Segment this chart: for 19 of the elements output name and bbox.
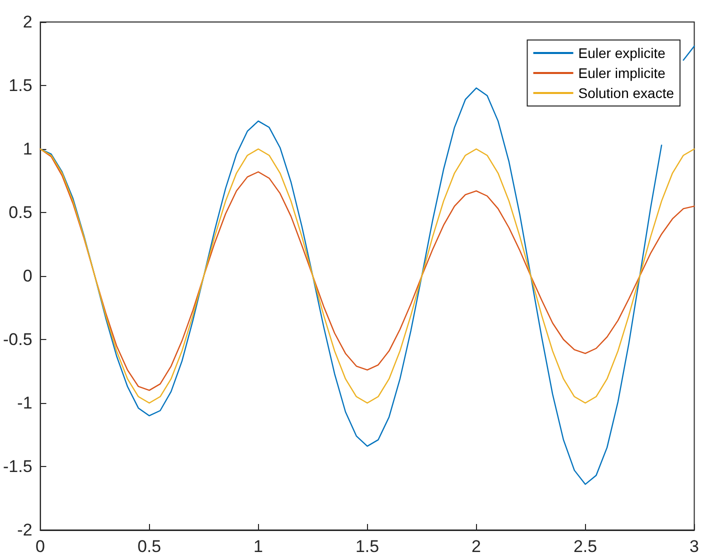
legend-label: Solution exacte xyxy=(578,85,674,101)
x-tick-label: 0 xyxy=(36,537,46,556)
x-tick-label: 2.5 xyxy=(573,537,598,556)
x-tick-label: 1.5 xyxy=(355,537,380,556)
y-tick-label: 0 xyxy=(22,266,32,286)
y-tick-label: 1.5 xyxy=(8,76,32,95)
y-tick-label: 0.5 xyxy=(8,203,32,222)
y-tick-label: -0.5 xyxy=(2,330,32,349)
legend-label: Euler implicite xyxy=(578,65,666,81)
x-tick-label: 0.5 xyxy=(137,537,162,556)
x-tick-label: 1 xyxy=(254,537,264,556)
y-tick-label: 1 xyxy=(22,140,32,158)
y-tick-label: -1.5 xyxy=(2,457,32,476)
y-tick-label: -1 xyxy=(17,394,32,412)
x-tick-label: 2 xyxy=(472,537,482,556)
legend-label: Euler explicite xyxy=(578,45,666,61)
x-tick-label: 3 xyxy=(690,537,700,556)
y-tick-label: 2 xyxy=(22,12,32,32)
y-tick-label: -2 xyxy=(17,520,32,540)
